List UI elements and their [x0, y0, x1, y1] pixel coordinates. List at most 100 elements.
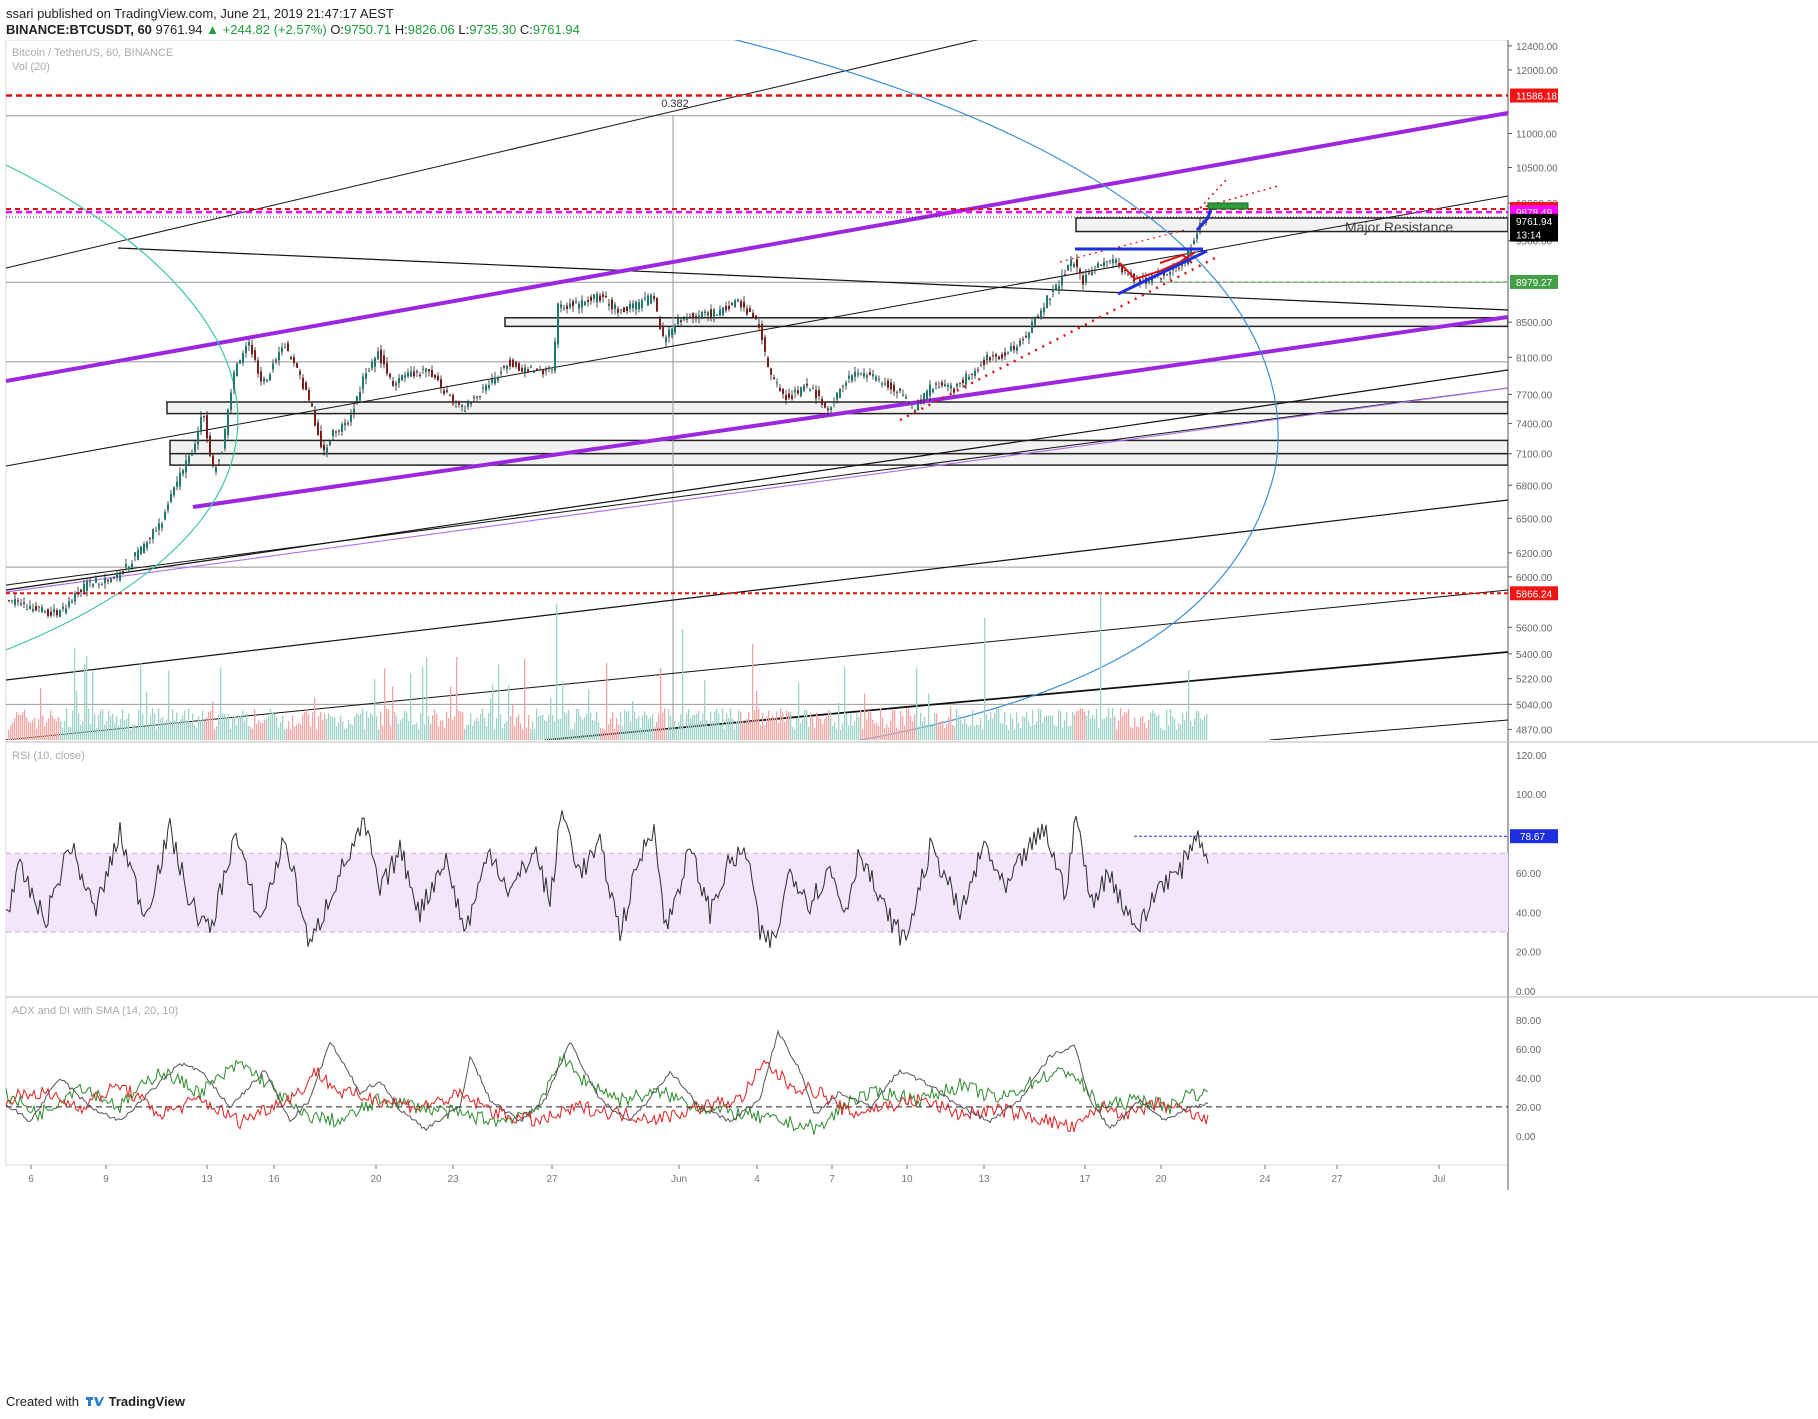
- candle-body: [335, 431, 337, 433]
- volume-bar: [880, 708, 882, 740]
- volume-bar: [484, 717, 486, 740]
- volume-bar: [934, 713, 936, 740]
- trend-line: [6, 369, 1508, 591]
- volume-bar: [518, 714, 520, 740]
- volume-bar: [710, 711, 712, 740]
- time-tick-label: 13: [978, 1174, 990, 1185]
- volume-bar: [306, 708, 308, 740]
- author-name[interactable]: ssari: [6, 6, 34, 21]
- volume-bar: [860, 709, 862, 740]
- candle-body: [965, 373, 967, 385]
- volume-bar: [148, 725, 150, 740]
- candle-body: [149, 537, 151, 540]
- candle-body: [179, 472, 181, 487]
- volume-bar: [1196, 710, 1198, 740]
- candle-body: [269, 374, 271, 381]
- time-tick-label: Jun: [671, 1174, 687, 1185]
- time-tick-label: 4: [754, 1174, 760, 1185]
- candle-body: [440, 379, 442, 388]
- candle-body: [797, 390, 799, 394]
- volume-bar: [196, 727, 198, 740]
- volume-bar: [464, 728, 466, 740]
- tradingview-brand[interactable]: TradingView: [108, 1394, 185, 1409]
- volume-bar: [576, 708, 578, 740]
- price-zone: [169, 452, 1508, 466]
- candle-body: [848, 375, 850, 379]
- candle-body: [1028, 332, 1030, 339]
- volume-bar: [1040, 709, 1042, 740]
- volume-bar: [660, 668, 662, 740]
- volume-bar: [208, 711, 210, 740]
- volume-bar: [244, 720, 246, 740]
- candle-body: [1205, 221, 1207, 223]
- volume-bar: [646, 714, 648, 740]
- volume-bar: [1182, 712, 1184, 740]
- volume-bar: [626, 711, 628, 740]
- volume-bar: [298, 723, 300, 740]
- volume-bar: [126, 718, 128, 740]
- symbol-quote-line: BINANCE:BTCUSDT, 60 9761.94 ▲ +244.82 (+…: [6, 22, 580, 37]
- volume-bar: [762, 713, 764, 740]
- volume-bar: [1004, 711, 1006, 740]
- candle-body: [764, 337, 766, 352]
- candle-body: [740, 301, 742, 308]
- candle-body: [680, 320, 682, 323]
- candle-body: [671, 328, 673, 336]
- volume-bar: [826, 716, 828, 740]
- last-price: 9761.94: [155, 22, 203, 37]
- candle-body: [92, 584, 94, 587]
- price-label-box: [1510, 213, 1558, 228]
- candle-body: [845, 382, 847, 386]
- volume-bar: [324, 713, 326, 740]
- rsi-legend: RSI (10, close): [12, 750, 85, 762]
- candle-body: [593, 294, 595, 299]
- volume-bar: [1044, 716, 1046, 740]
- volume-bar: [234, 716, 236, 740]
- volume-bar: [280, 722, 282, 740]
- candle-body: [389, 373, 391, 378]
- candle-body: [1064, 274, 1066, 276]
- candle-body: [776, 382, 778, 384]
- candle-body: [755, 315, 757, 320]
- volume-bar: [558, 719, 560, 740]
- volume-bar: [678, 721, 680, 740]
- candle-body: [476, 396, 478, 398]
- candle-body: [20, 603, 22, 605]
- candle-body: [821, 398, 823, 405]
- volume-bar: [290, 729, 292, 740]
- candle-body: [425, 368, 427, 372]
- volume-bar: [192, 713, 194, 740]
- volume-bar: [296, 724, 298, 740]
- volume-bar: [926, 724, 928, 740]
- volume-bar: [1070, 725, 1072, 740]
- volume-bar: [994, 712, 996, 740]
- candle-body: [320, 431, 322, 448]
- volume-bar: [728, 717, 730, 740]
- candle-body: [317, 422, 319, 436]
- trend-line: [6, 499, 1508, 681]
- candle-body: [1034, 317, 1036, 325]
- candle-body: [827, 408, 829, 411]
- volume-bar: [202, 710, 204, 740]
- volume-bar: [1016, 712, 1018, 740]
- volume-bar: [1014, 729, 1016, 740]
- volume-bar: [770, 719, 772, 740]
- candle-body: [1082, 275, 1084, 285]
- volume-bar: [912, 721, 914, 740]
- candle-body: [905, 396, 907, 399]
- volume-bar: [1034, 724, 1036, 740]
- candle-body: [818, 390, 820, 397]
- candle-body: [278, 352, 280, 361]
- candle-body: [1163, 272, 1165, 276]
- chart-canvas[interactable]: 12400.0012000.0011000.0010500.0010000.00…: [0, 40, 1818, 1392]
- volume-bar: [120, 719, 122, 740]
- volume-bar: [38, 718, 40, 740]
- volume-bar: [410, 673, 412, 740]
- volume-bar: [506, 721, 508, 740]
- volume-bar: [94, 714, 96, 740]
- volume-bar: [840, 729, 842, 740]
- volume-bar: [466, 725, 468, 740]
- volume-bar: [54, 718, 56, 740]
- volume-bar: [676, 729, 678, 740]
- candle-body: [629, 304, 631, 309]
